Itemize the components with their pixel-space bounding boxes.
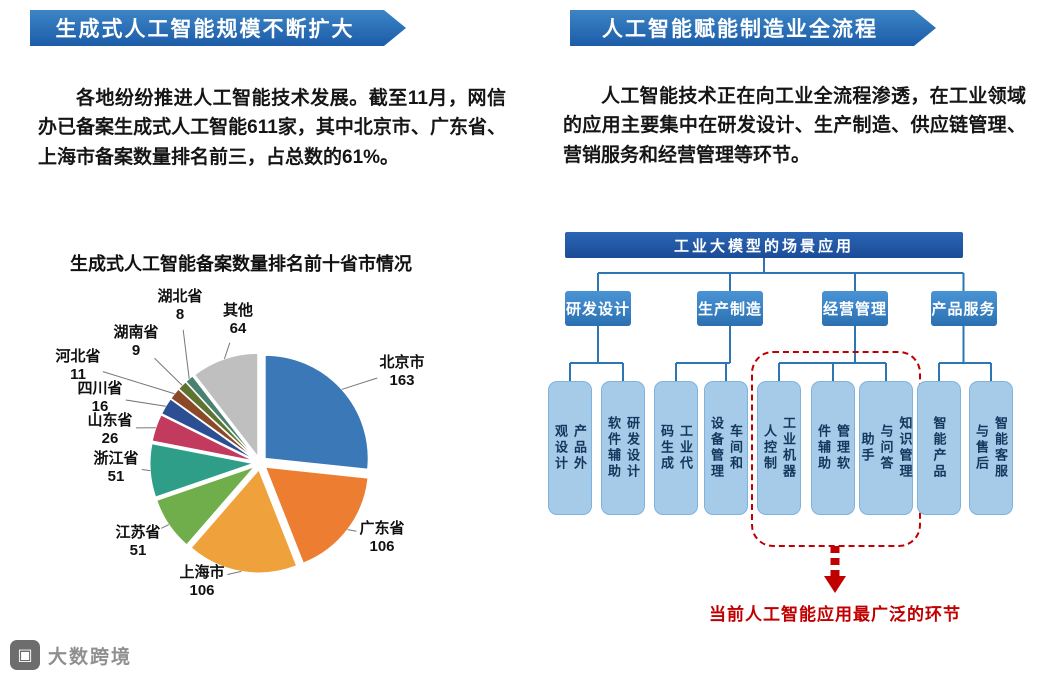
right-paragraph: 人工智能技术正在向工业全流程渗透，在工业领域的应用主要集中在研发设计、生产制造、… (563, 86, 1026, 166)
pie-label: 广东省 (359, 519, 404, 537)
child-box-研发设计软件辅助: 研发设计 软件辅助 (601, 381, 645, 515)
pie-value: 64 (230, 320, 247, 337)
pie-label: 四川省 (77, 379, 122, 397)
category-box-经营管理: 经营管理 (822, 291, 888, 326)
brand-name: 大数跨境 (48, 646, 133, 668)
child-box-label: 产品外 观设计 (553, 424, 587, 472)
pie-value: 106 (369, 538, 394, 555)
pie-slice-北京市 (264, 354, 369, 470)
child-box-产品外观设计: 产品外 观设计 (548, 381, 592, 515)
category-box-研发设计: 研发设计 (565, 291, 631, 326)
pie-slice-河北省 (170, 388, 255, 459)
pie-label: 江苏省 (115, 523, 160, 541)
child-box-label: 知识管理 与问答 助手 (859, 416, 913, 480)
pie-value: 8 (176, 306, 184, 323)
left-paragraph: 各地纷纷推进人工智能技术发展。截至11月，网信办已备案生成式人工智能611家，其… (38, 88, 506, 168)
diagram-connectors (569, 258, 992, 381)
child-box-label: 研发设计 软件辅助 (606, 416, 640, 480)
left-banner-label: 生成式人工智能规模不断扩大 (55, 18, 355, 41)
pie-slice-四川省 (161, 398, 255, 460)
pie-slice-湖南省 (178, 381, 256, 459)
pie-leader-line (182, 329, 190, 379)
pie-slice-江苏省 (156, 465, 256, 546)
pie-value: 11 (70, 366, 86, 383)
pie-label: 山东省 (87, 411, 132, 429)
pie-leader-line (141, 468, 151, 472)
pie-label: 北京市 (379, 353, 424, 371)
category-box-生产制造: 生产制造 (697, 291, 763, 326)
pie-value: 163 (389, 372, 414, 389)
child-box-智能客服与售后: 智能客服 与售后 (969, 381, 1013, 515)
child-box-label: 智能客服 与售后 (974, 416, 1008, 480)
pie-leader-line (102, 371, 175, 395)
child-box-工业机器人控制: 工业机器 人控制 (757, 381, 801, 515)
pie-value: 51 (108, 468, 125, 485)
pie-slice-山东省 (151, 414, 254, 462)
pie-value: 51 (130, 542, 147, 559)
pie-value: 26 (102, 430, 119, 447)
pie-leader-line (154, 357, 183, 386)
pie-chart-canvas: 北京市163广东省106上海市106江苏省51浙江省51山东省26四川省16河北… (55, 287, 424, 599)
pie-leader-line (161, 524, 170, 529)
child-box-车间和设备管理: 车间和 设备管理 (704, 381, 748, 515)
pie-slice-湖北省 (185, 375, 256, 458)
child-box-label: 工业机器 人控制 (762, 416, 796, 480)
child-box-label: 智能产品 (931, 416, 947, 480)
pie-label: 其他 (223, 301, 253, 319)
pie-label: 湖北省 (157, 287, 202, 305)
right-section-banner: 人工智能赋能制造业全流程 (570, 10, 936, 46)
pie-value: 106 (189, 582, 214, 599)
child-box-知识管理与问答助手: 知识管理 与问答 助手 (859, 381, 913, 515)
pie-slice-浙江省 (149, 443, 255, 498)
category-box-产品服务: 产品服务 (930, 291, 997, 326)
pie-value: 9 (132, 342, 140, 359)
right-banner-label: 人工智能赋能制造业全流程 (602, 18, 878, 41)
diagram-root-box: 工业大模型的场景应用 (565, 232, 963, 258)
pie-leader-line (347, 529, 357, 532)
pie-value: 16 (92, 398, 109, 415)
child-box-工业代码生成: 工业代 码生成 (654, 381, 698, 515)
highlight-note: 当前人工智能应用最广泛的环节 (709, 605, 961, 624)
child-box-label: 管理软 件辅助 (816, 424, 850, 472)
pie-leader-line (223, 342, 231, 360)
child-box-label: 工业代 码生成 (659, 424, 693, 472)
pie-chart-title: 生成式人工智能备案数量排名前十省市情况 (70, 254, 412, 274)
pie-leader-line (125, 399, 166, 407)
pie-label: 上海市 (179, 563, 224, 581)
watermark: ▣ 大数跨境 (10, 640, 132, 670)
pie-chart: 北京市 163 广东省 106 上海市 106 江苏省 51 浙江省 51 山东省 26 四川省 16 河北… (30, 278, 460, 628)
pie-slice-上海市 (190, 468, 298, 574)
pie-leader-line (341, 377, 378, 390)
pie-slice-其他 (194, 352, 259, 458)
highlight-arrow-icon (824, 546, 846, 593)
pie-label: 河北省 (55, 347, 100, 365)
child-box-label: 车间和 设备管理 (709, 416, 743, 480)
pie-label: 浙江省 (93, 449, 138, 467)
child-box-管理软件辅助: 管理软 件辅助 (811, 381, 855, 515)
pie-leader-line (227, 570, 242, 575)
brand-logo-icon: ▣ (10, 640, 40, 670)
pie-label: 湖南省 (113, 323, 158, 341)
left-section-banner: 生成式人工智能规模不断扩大 (30, 10, 406, 46)
child-box-智能产品: 智能产品 (917, 381, 961, 515)
industry-model-diagram: 工业大模型的场景应用 当前人工智能应用最广泛的环节 研发设计产品外 观设计 研发设… (545, 228, 1025, 640)
